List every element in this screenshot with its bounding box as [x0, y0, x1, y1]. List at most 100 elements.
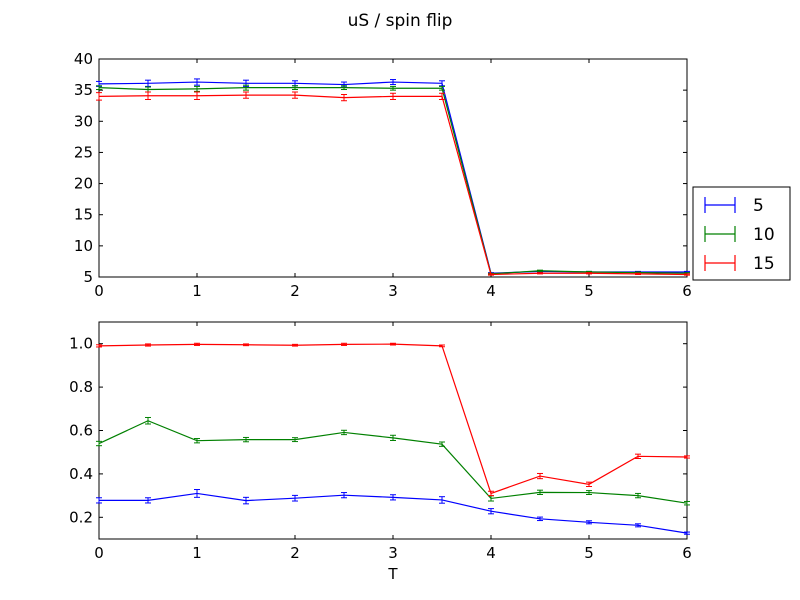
error-bar [586, 481, 592, 487]
error-bar [635, 492, 641, 499]
error-bar [537, 272, 543, 275]
error-bar [194, 91, 200, 100]
error-bar [488, 490, 494, 497]
error-bar [96, 92, 102, 101]
y-tick-label: 0.4 [69, 465, 93, 483]
x-tick-label: 1 [192, 282, 202, 300]
error-bar [96, 344, 102, 348]
error-bar [243, 496, 249, 505]
bottom-panel: 0 1 2 3 4 5 6 0.2 0.4 0.6 0.8 1.0 T [69, 321, 692, 583]
error-bar [390, 342, 396, 346]
y-tick-label: 30 [74, 112, 93, 130]
series-15 [96, 91, 690, 276]
error-bar [341, 85, 347, 91]
error-bar [194, 489, 200, 498]
error-bar [292, 494, 298, 502]
error-bar [684, 500, 690, 506]
error-bar [341, 492, 347, 499]
y-tick-label: 0.6 [69, 422, 93, 440]
error-bar [586, 272, 592, 275]
y-tick-label: 25 [74, 143, 93, 161]
error-bar [341, 429, 347, 436]
error-bar [390, 92, 396, 100]
legend-item-10: 10 [704, 225, 775, 245]
series-10 [96, 84, 690, 276]
error-bar [292, 343, 298, 347]
legend-label: 5 [753, 196, 764, 216]
error-bar [635, 523, 641, 528]
x-tick-label: 3 [388, 282, 398, 300]
y-tick-label: 35 [74, 81, 93, 99]
top-panel: 0 1 2 3 4 5 6 5 10 15 20 25 30 35 40 [74, 50, 692, 300]
x-tick-label: 5 [584, 544, 594, 562]
y-tick-label: 1.0 [69, 335, 93, 353]
error-bar [194, 85, 200, 92]
x-tick-label: 2 [290, 544, 300, 562]
error-bar [635, 453, 641, 459]
x-tick-label: 0 [94, 544, 104, 562]
x-axis-label: T [387, 565, 398, 583]
series-10 [96, 416, 690, 506]
error-bar [537, 269, 543, 272]
x-tick-label: 2 [290, 282, 300, 300]
legend-label: 15 [753, 254, 775, 274]
error-bar [243, 436, 249, 443]
figure-title: uS / spin flip [348, 11, 453, 31]
error-bar [537, 516, 543, 522]
error-bar [145, 91, 151, 100]
x-tick-label: 6 [682, 282, 692, 300]
error-bar [390, 494, 396, 501]
error-bar [488, 273, 494, 276]
y-tick-label: 20 [74, 175, 93, 193]
error-bar [586, 490, 592, 496]
error-bar [684, 531, 690, 535]
error-bar [635, 272, 641, 276]
error-bar [341, 94, 347, 102]
error-bar [292, 437, 298, 443]
error-bar [537, 472, 543, 480]
error-bar [96, 440, 102, 447]
x-tick-label: 4 [486, 282, 496, 300]
error-bar [439, 441, 445, 447]
error-bar [194, 342, 200, 346]
error-bar [96, 497, 102, 504]
error-bar [439, 92, 445, 100]
error-bar [243, 343, 249, 347]
error-bar [390, 85, 396, 91]
error-bar [145, 497, 151, 504]
error-bar [439, 85, 445, 91]
x-tick-label: 0 [94, 282, 104, 300]
error-bar [145, 343, 151, 347]
error-bar [145, 416, 151, 425]
error-bar [145, 79, 151, 87]
legend-label: 10 [753, 225, 775, 245]
y-tick-label: 0.2 [69, 508, 93, 526]
error-bar [292, 91, 298, 99]
legend-item-15: 15 [704, 254, 775, 274]
x-tick-label: 4 [486, 544, 496, 562]
x-tick-label: 6 [682, 544, 692, 562]
error-bar [439, 496, 445, 504]
error-bar [194, 438, 200, 444]
y-tick-label: 40 [74, 50, 93, 68]
error-bar [537, 489, 543, 496]
error-bar [390, 434, 396, 441]
error-bar [341, 342, 347, 346]
y-tick-label: 0.8 [69, 378, 93, 396]
legend-item-5: 5 [704, 196, 764, 216]
error-bar [684, 455, 690, 459]
error-bar [439, 80, 445, 87]
y-tick-label: 5 [83, 268, 93, 286]
error-bar [194, 78, 200, 86]
error-bar [439, 344, 445, 348]
legend: 5 10 15 [692, 186, 791, 281]
error-bar [488, 508, 494, 515]
error-bar [96, 85, 102, 91]
error-bar [243, 84, 249, 91]
error-bar [243, 91, 249, 99]
x-tick-label: 1 [192, 544, 202, 562]
error-bar [292, 85, 298, 91]
series-5 [96, 489, 690, 535]
